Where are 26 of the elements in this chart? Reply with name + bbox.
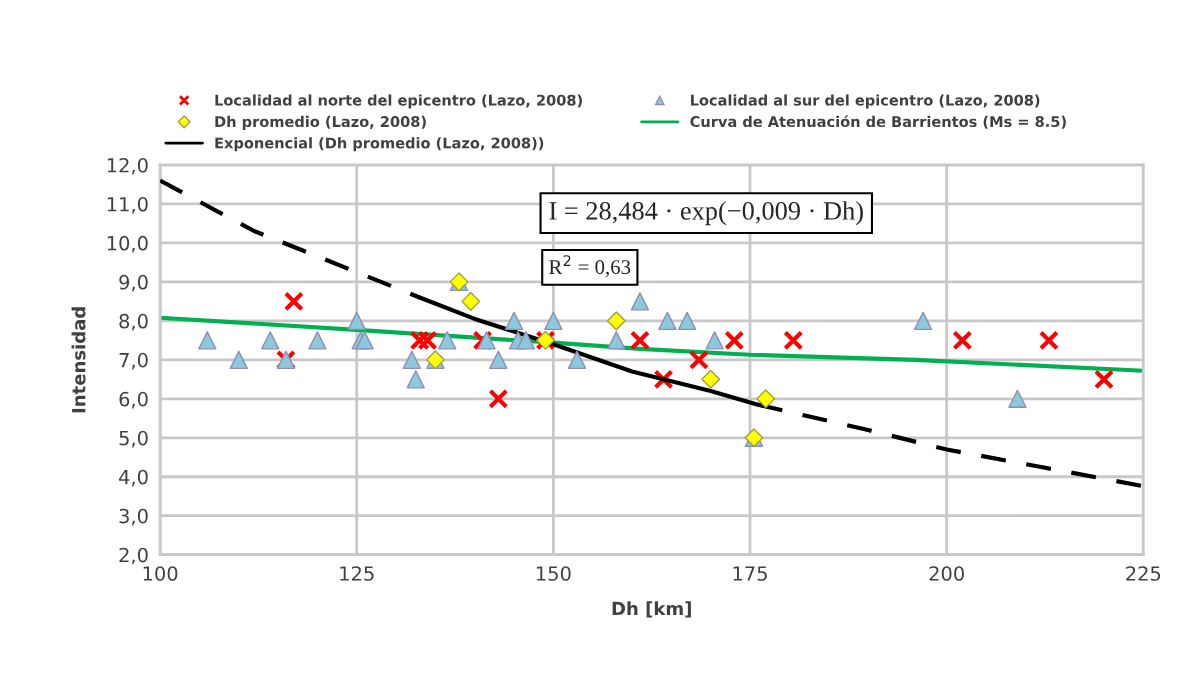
legend-label: Dh promedio (Lazo, 2008) <box>215 115 426 130</box>
y-tick-label: 8,0 <box>119 313 148 331</box>
legend-label: Localidad al sur del epicentro (Lazo, 2008) <box>690 94 1040 109</box>
y-tick-label: 3,0 <box>119 508 148 526</box>
x-tick-label: 225 <box>1126 566 1161 581</box>
y-axis-title: Intensidad <box>71 307 86 413</box>
annotation: I = 28,484 · exp(−0,009 · Dh) <box>549 201 863 226</box>
y-tick-label: 12,0 <box>107 157 148 175</box>
y-tick-label: 2,0 <box>119 547 148 565</box>
y-tick-label: 5,0 <box>119 430 148 448</box>
x-tick-label: 125 <box>340 566 374 581</box>
legend-label: Exponencial (Dh promedio (Lazo, 2008)) <box>215 137 544 152</box>
y-tick-label: 7,0 <box>119 352 148 370</box>
x-axis-title: Dh [km] <box>612 601 691 618</box>
y-tick-label: 9,0 <box>119 274 148 292</box>
legend-label: Localidad al norte del epicentro (Lazo, 2008) <box>215 94 582 109</box>
y-tick-label: 10,0 <box>107 235 148 253</box>
annotation: R$^{2}$ = 0,63 <box>549 255 631 278</box>
x-tick-label: 100 <box>143 566 178 581</box>
x-tick-label: 200 <box>929 566 964 581</box>
x-tick-label: 150 <box>536 566 571 581</box>
legend-label: Curva de Atenuación de Barrientos (Ms = 8.5) <box>690 115 1066 129</box>
y-tick-label: 6,0 <box>119 391 148 409</box>
x-tick-label: 175 <box>733 566 767 581</box>
y-tick-label: 4,0 <box>119 469 148 487</box>
y-tick-label: 11,0 <box>107 196 148 214</box>
